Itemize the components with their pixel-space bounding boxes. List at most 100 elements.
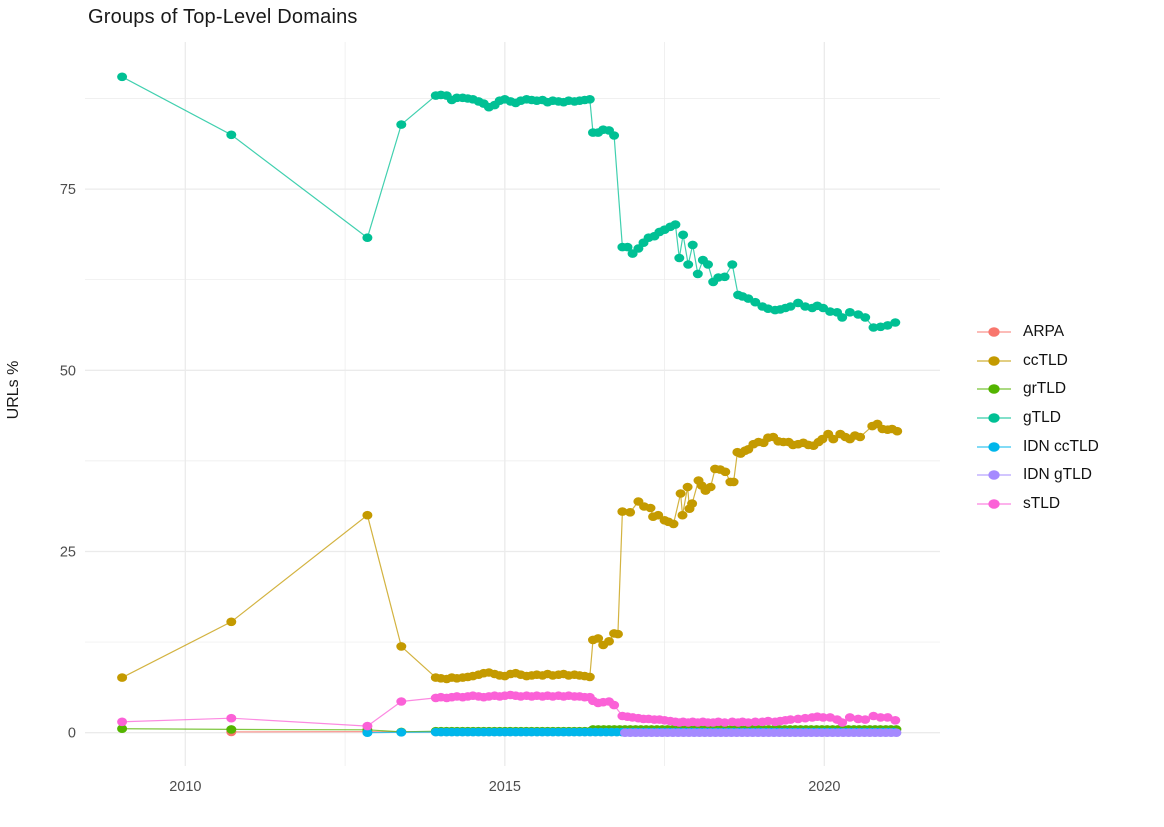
data-point: [720, 467, 731, 477]
data-point: [604, 637, 614, 646]
series-ccTLD: [117, 419, 903, 684]
legend-key-icon: [977, 441, 1011, 452]
data-point: [687, 240, 698, 250]
legend-key-icon: [977, 470, 1011, 481]
legend-key-icon: [977, 413, 1011, 423]
data-point: [785, 715, 796, 724]
data-point: [891, 728, 902, 737]
data-point: [653, 510, 664, 520]
data-point: [362, 510, 373, 520]
data-point: [828, 434, 839, 444]
data-point: [678, 230, 689, 240]
legend-key-point: [988, 356, 1000, 366]
legend-key-point: [988, 499, 1000, 509]
data-point: [727, 260, 738, 269]
data-point: [719, 272, 730, 282]
data-point: [837, 313, 848, 322]
legend-item-sTLD: sTLD: [976, 490, 1099, 519]
data-point: [728, 477, 739, 487]
legend-key-point: [988, 327, 1000, 338]
data-point: [890, 318, 901, 327]
y-tick-label: 50: [60, 363, 76, 379]
data-point: [683, 260, 694, 269]
data-point: [117, 724, 128, 733]
data-point: [612, 629, 623, 639]
legend-label: sTLD: [1023, 494, 1061, 512]
gridlines-minor: [85, 42, 940, 766]
x-tick-label: 2010: [169, 779, 201, 795]
legend-key-point: [988, 413, 1000, 423]
data-point: [785, 302, 796, 311]
data-point: [818, 713, 829, 722]
data-point: [396, 120, 407, 129]
data-point: [677, 510, 688, 520]
data-point: [750, 297, 761, 307]
data-point: [682, 482, 693, 492]
legend-item-ARPA: ARPA: [976, 318, 1099, 347]
data-point: [226, 130, 237, 140]
data-point: [844, 713, 855, 722]
data-point: [844, 308, 855, 317]
legend-item-grTLD: grTLD: [976, 375, 1099, 404]
data-point: [855, 432, 866, 442]
y-tick-label: 0: [68, 726, 76, 742]
legend: ARPA ccTLD grTLD gTLD IDN ccTLD IDN gTLD sTLD: [976, 318, 1099, 518]
data-point: [362, 721, 373, 731]
data-point: [226, 617, 237, 627]
data-point: [674, 253, 685, 263]
legend-label: ccTLD: [1023, 351, 1068, 369]
legend-key-icon: [977, 356, 1011, 366]
data-point: [609, 700, 620, 710]
data-point: [226, 713, 237, 723]
x-tick-label: 2015: [489, 779, 521, 795]
axis-tick-labels: 0 25 50 75 2010 2015 2020: [60, 182, 841, 795]
series-layer: [117, 72, 903, 737]
y-axis-title: URLs %: [5, 360, 22, 420]
chart-title: Groups of Top-Level Domains: [88, 6, 358, 28]
data-point: [625, 508, 636, 517]
data-point: [396, 697, 407, 706]
y-tick-label: 75: [60, 182, 76, 198]
y-tick-label: 25: [60, 544, 76, 560]
data-point: [226, 725, 237, 734]
legend-item-IDN-gTLD: IDN gTLD: [976, 461, 1099, 490]
legend-key-point: [988, 384, 1000, 395]
legend-item-ccTLD: ccTLD: [976, 347, 1099, 376]
data-point: [875, 713, 886, 722]
data-point: [692, 269, 703, 279]
data-point: [837, 718, 848, 727]
data-point: [593, 634, 604, 643]
gridlines-major: [85, 42, 940, 766]
data-point: [687, 499, 698, 508]
data-point: [362, 728, 373, 737]
data-point: [362, 233, 373, 242]
data-point: [703, 260, 713, 269]
legend-label: IDN gTLD: [1023, 466, 1092, 484]
data-point: [860, 313, 871, 322]
data-point: [675, 489, 686, 498]
series-gTLD: [117, 72, 901, 332]
data-point: [882, 713, 893, 722]
legend-label: gTLD: [1023, 409, 1061, 427]
data-point: [617, 507, 628, 516]
data-point: [117, 673, 128, 682]
data-point: [117, 72, 128, 82]
legend-key-point: [988, 470, 1000, 481]
data-point: [705, 482, 716, 492]
data-point: [645, 503, 656, 513]
legend-key-icon: [977, 499, 1011, 509]
x-tick-label: 2020: [808, 779, 840, 795]
data-point: [882, 321, 893, 330]
data-point: [396, 728, 407, 737]
legend-label: IDN ccTLD: [1023, 437, 1099, 455]
legend-item-gTLD: gTLD: [976, 404, 1099, 433]
legend-item-IDN-ccTLD: IDN ccTLD: [976, 432, 1099, 461]
data-point: [584, 672, 595, 682]
series-sTLD: [117, 690, 901, 731]
data-point: [117, 717, 128, 727]
data-point: [860, 715, 871, 724]
data-point: [890, 716, 901, 725]
series-line: [121, 76, 896, 329]
